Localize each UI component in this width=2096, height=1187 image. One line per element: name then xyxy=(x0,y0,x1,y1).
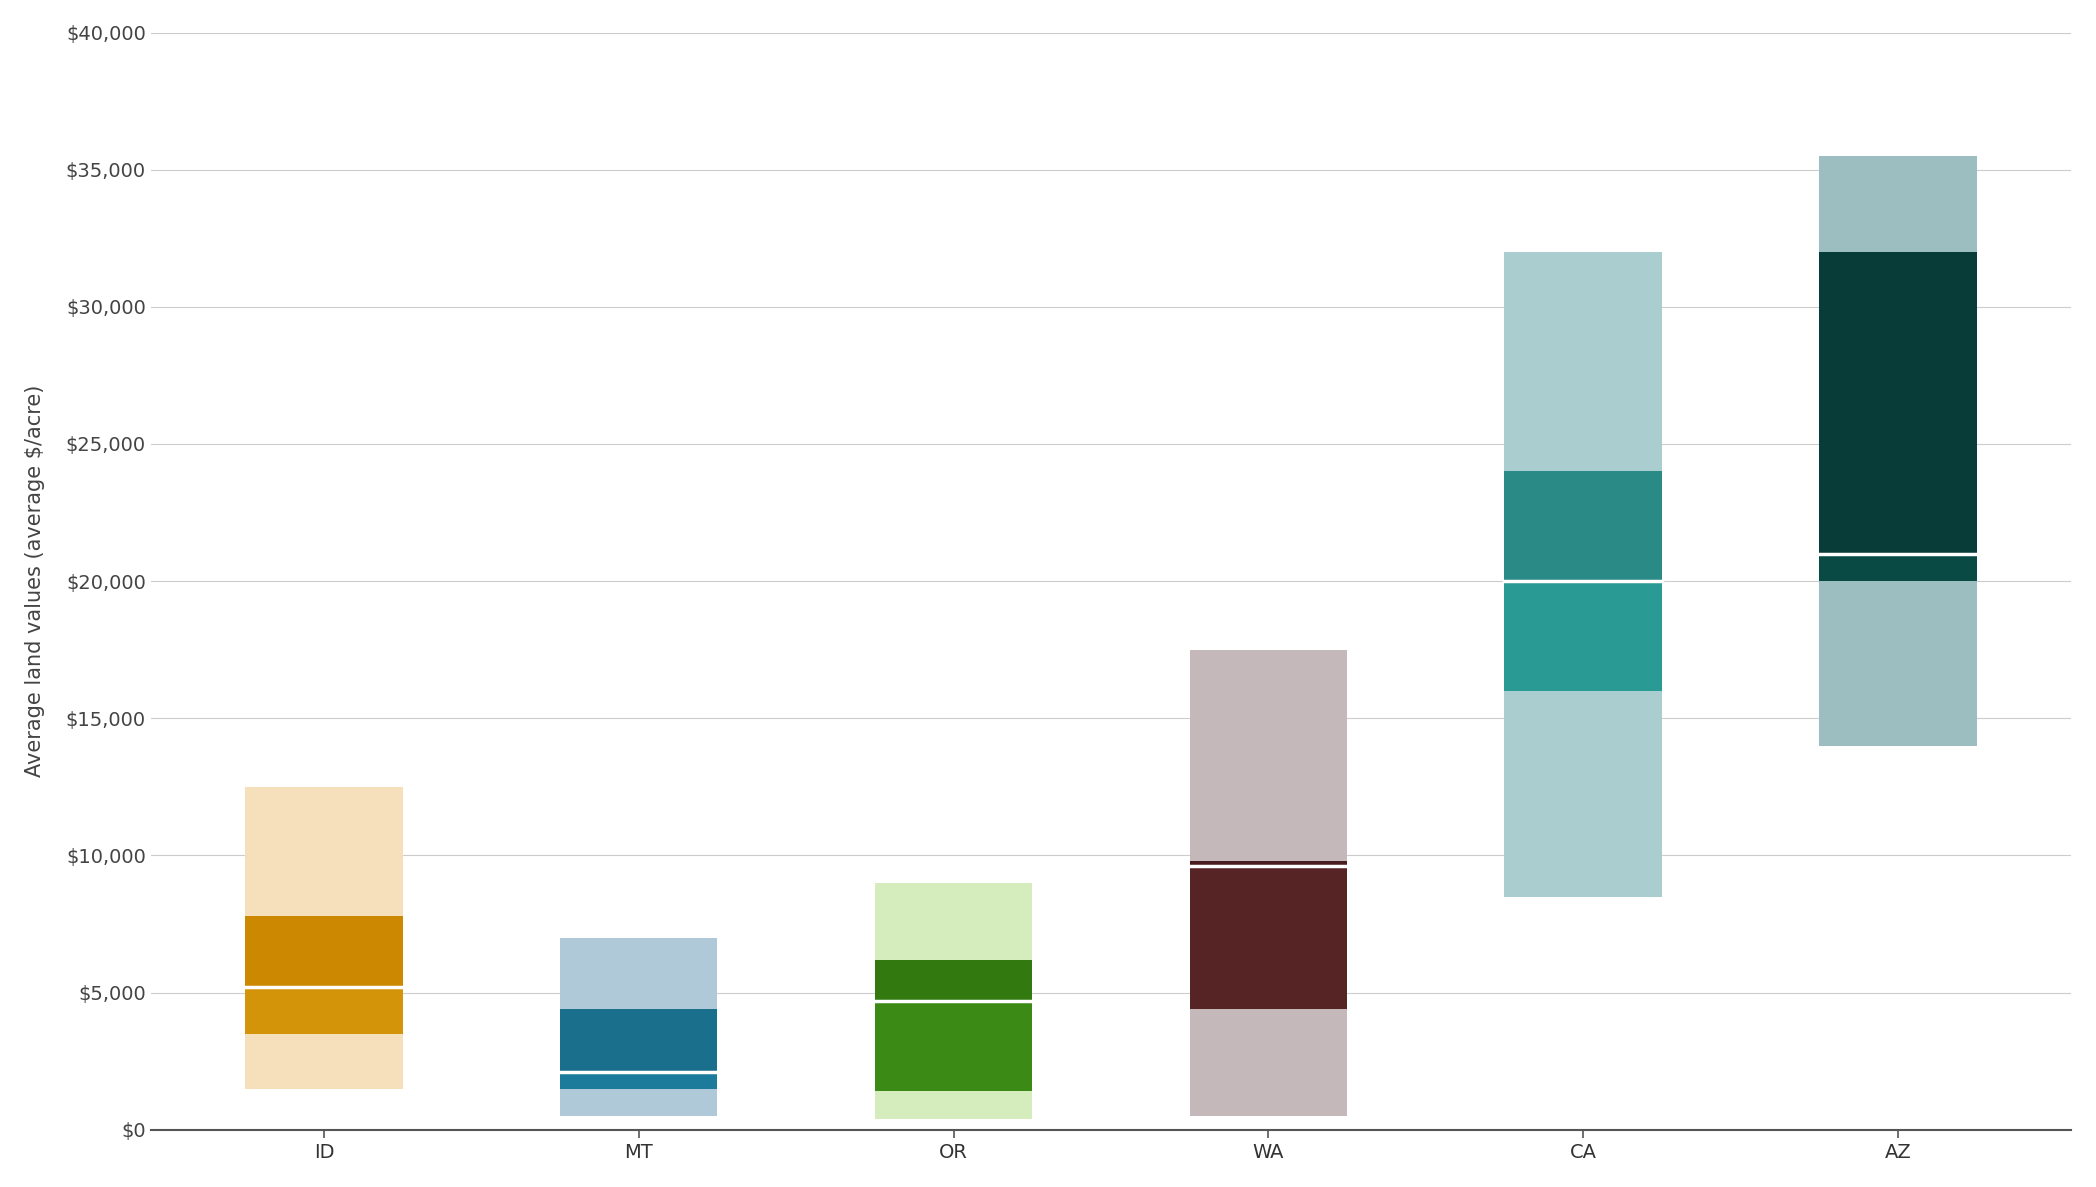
Bar xyxy=(1505,252,1662,471)
Bar xyxy=(874,960,1031,1001)
Bar xyxy=(1819,252,1977,553)
Bar xyxy=(1191,649,1348,861)
Bar xyxy=(1505,471,1662,582)
Bar xyxy=(1191,1009,1348,1116)
Bar xyxy=(1505,691,1662,896)
Bar xyxy=(560,938,717,1009)
Y-axis label: Average land values (average $/acre): Average land values (average $/acre) xyxy=(25,385,44,777)
Bar xyxy=(560,1088,717,1116)
Bar xyxy=(1819,582,1977,745)
Bar xyxy=(874,1091,1031,1119)
Bar xyxy=(245,787,402,916)
Bar xyxy=(1191,867,1348,1009)
Bar xyxy=(874,883,1031,960)
Bar xyxy=(245,1034,402,1088)
Bar xyxy=(245,988,402,1034)
Bar xyxy=(560,1009,717,1072)
Bar xyxy=(874,1001,1031,1091)
Bar xyxy=(560,1072,717,1088)
Bar xyxy=(1505,582,1662,691)
Bar xyxy=(1819,553,1977,582)
Bar xyxy=(245,916,402,988)
Bar xyxy=(1191,861,1348,867)
Bar xyxy=(1819,155,1977,252)
